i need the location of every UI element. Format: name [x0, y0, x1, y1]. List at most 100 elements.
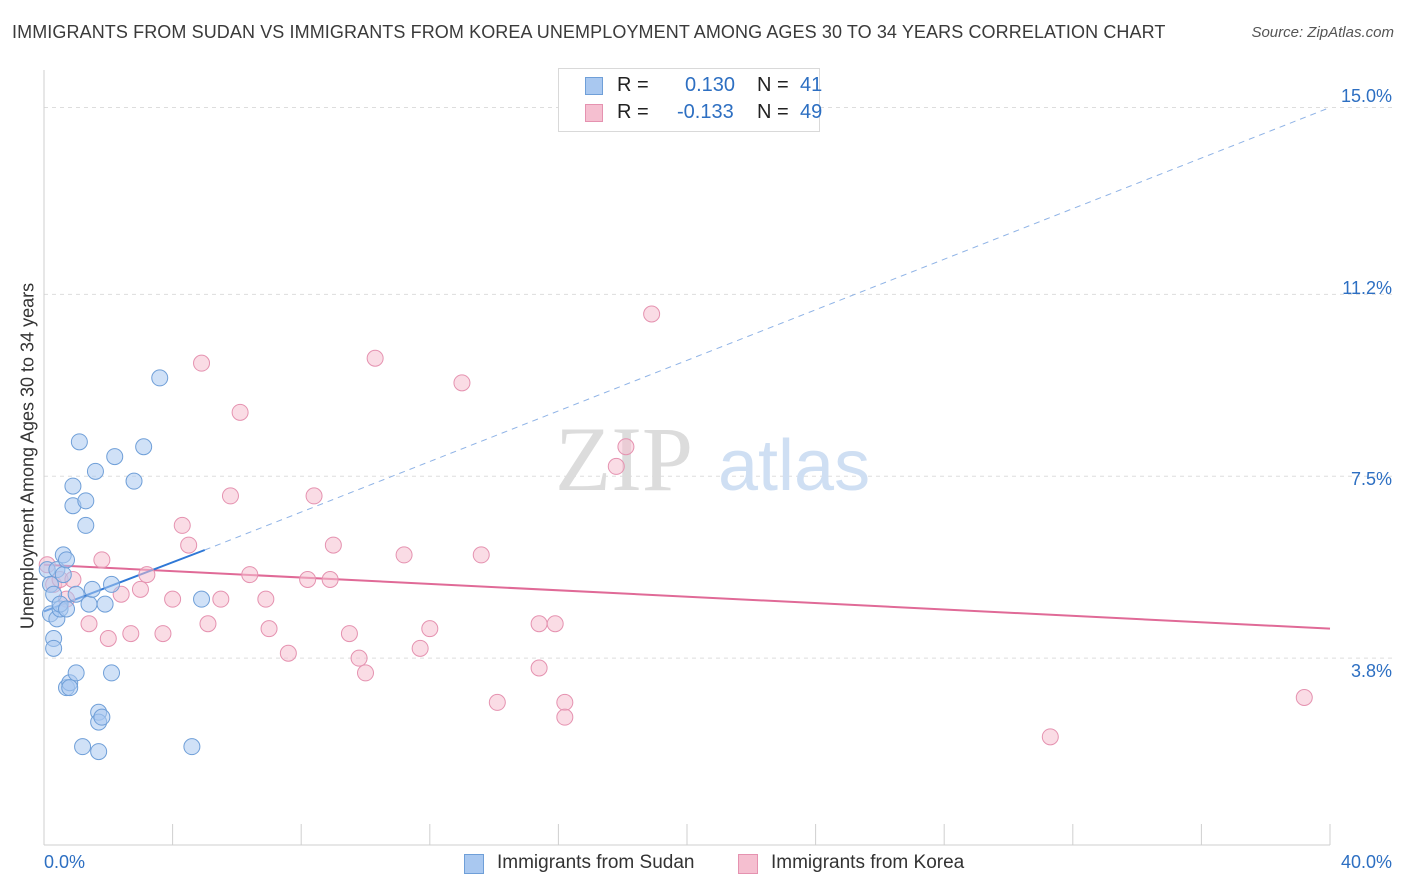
point-korea — [1041, 728, 1059, 746]
point-korea — [305, 487, 323, 505]
trend-line-korea — [43, 563, 1331, 630]
point-korea — [411, 639, 429, 657]
source-label: Source: ZipAtlas.com — [1251, 24, 1394, 41]
y-tick-label-7-5: 7.5% — [1350, 469, 1392, 489]
chart-title: IMMIGRANTS FROM SUDAN VS IMMIGRANTS FROM… — [12, 22, 1166, 42]
point-sudan — [45, 639, 63, 657]
point-sudan — [125, 472, 143, 490]
point-korea — [279, 644, 297, 662]
point-korea — [241, 566, 259, 584]
point-sudan — [86, 462, 104, 480]
bottom-legend-label-sudan: Immigrants from Sudan — [497, 852, 695, 873]
point-korea — [257, 590, 275, 608]
data-points — [38, 305, 1313, 761]
legend-swatch-sudan — [585, 77, 603, 95]
point-korea — [99, 630, 117, 647]
point-korea — [421, 620, 439, 638]
point-sudan — [103, 664, 121, 682]
point-sudan — [103, 575, 121, 593]
point-korea — [488, 693, 506, 711]
point-korea — [131, 580, 149, 598]
point-sudan — [80, 595, 98, 613]
point-korea — [643, 305, 661, 323]
y-tick-label-3-8: 3.8% — [1350, 661, 1392, 681]
point-korea — [607, 457, 625, 475]
point-korea — [199, 615, 217, 633]
point-korea — [530, 615, 548, 633]
point-sudan — [93, 708, 111, 726]
point-sudan — [193, 590, 211, 608]
axes — [43, 70, 1331, 846]
point-korea — [395, 546, 413, 564]
point-korea — [193, 354, 211, 372]
trend-line-sudan-extension — [204, 107, 1331, 551]
point-sudan — [90, 743, 108, 761]
legend-n-value-sudan: 41 — [800, 74, 823, 96]
legend-n-value-korea: 49 — [800, 101, 823, 123]
point-sudan — [77, 492, 95, 510]
gridlines — [44, 107, 1392, 659]
point-sudan — [58, 600, 76, 618]
point-sudan — [96, 595, 114, 613]
legend-n-label: N = — [757, 74, 789, 96]
legend-r-label: R = — [617, 74, 649, 96]
point-korea — [324, 536, 342, 554]
point-korea — [221, 487, 239, 505]
point-sudan — [64, 477, 82, 495]
point-korea — [617, 438, 635, 456]
legend-r-label: R = — [617, 101, 649, 123]
point-sudan — [83, 580, 101, 598]
point-korea — [1295, 689, 1313, 706]
point-korea — [340, 625, 358, 643]
point-sudan — [183, 738, 201, 756]
legend-r-value-sudan: 0.130 — [685, 74, 736, 96]
watermark-zip: ZIP — [555, 408, 693, 510]
point-korea — [357, 664, 374, 682]
watermark-atlas: atlas — [718, 426, 870, 506]
point-sudan — [58, 551, 76, 569]
point-sudan — [67, 585, 85, 603]
point-korea — [321, 571, 339, 588]
point-korea — [138, 566, 156, 584]
bottom-legend-swatch-korea — [738, 854, 758, 874]
point-korea — [472, 546, 490, 564]
point-korea — [122, 625, 140, 643]
point-sudan — [74, 738, 92, 756]
bottom-legend-swatch-sudan — [464, 854, 484, 874]
point-korea — [212, 590, 230, 608]
point-korea — [530, 659, 548, 677]
point-korea — [350, 649, 368, 667]
point-sudan — [151, 369, 169, 387]
point-korea — [546, 615, 564, 633]
trend-lines — [43, 107, 1331, 630]
point-sudan — [54, 566, 72, 584]
point-korea — [180, 536, 198, 554]
point-korea — [173, 516, 191, 534]
point-sudan — [61, 679, 79, 697]
legend-r-value-korea: -0.133 — [677, 101, 734, 123]
bottom-legend-label-korea: Immigrants from Korea — [771, 852, 965, 873]
point-korea — [154, 625, 172, 643]
point-korea — [366, 349, 384, 367]
x-tick-label-min: 0.0% — [44, 852, 86, 872]
legend-swatch-korea — [585, 104, 603, 122]
point-sudan — [77, 516, 95, 534]
point-korea — [80, 615, 98, 633]
point-korea — [260, 620, 278, 638]
legend-n-label: N = — [757, 101, 789, 123]
point-korea — [299, 571, 317, 588]
point-korea — [453, 374, 471, 392]
point-sudan — [135, 438, 153, 456]
point-sudan — [67, 664, 85, 682]
point-sudan — [106, 448, 124, 466]
point-korea — [164, 590, 182, 608]
correlation-legend: R = 0.130 N = 41 R = -0.133 N = 49 — [558, 68, 823, 132]
point-korea — [556, 693, 574, 711]
point-korea — [556, 708, 574, 726]
x-tick-label-max: 40.0% — [1340, 852, 1392, 872]
y-axis-label: Unemployment Among Ages 30 to 34 years — [17, 282, 38, 630]
y-tick-label-15: 15.0% — [1340, 86, 1392, 106]
point-korea — [231, 403, 249, 421]
point-sudan — [70, 433, 88, 451]
